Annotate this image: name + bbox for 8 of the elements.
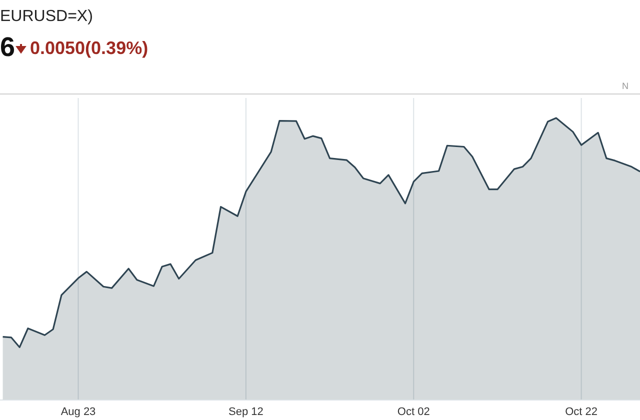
text: 6 bbox=[0, 32, 16, 62]
text: 0.0050(0.39%) bbox=[30, 38, 148, 58]
x-tick-label: Oct 22 bbox=[565, 406, 598, 418]
x-tick-label: Oct 02 bbox=[397, 406, 430, 418]
x-tick-label: Aug 23 bbox=[60, 406, 96, 418]
x-tick-label: Sep 12 bbox=[228, 406, 264, 418]
text: N bbox=[622, 81, 628, 91]
chart-title: EURUSD=X) bbox=[0, 8, 93, 25]
